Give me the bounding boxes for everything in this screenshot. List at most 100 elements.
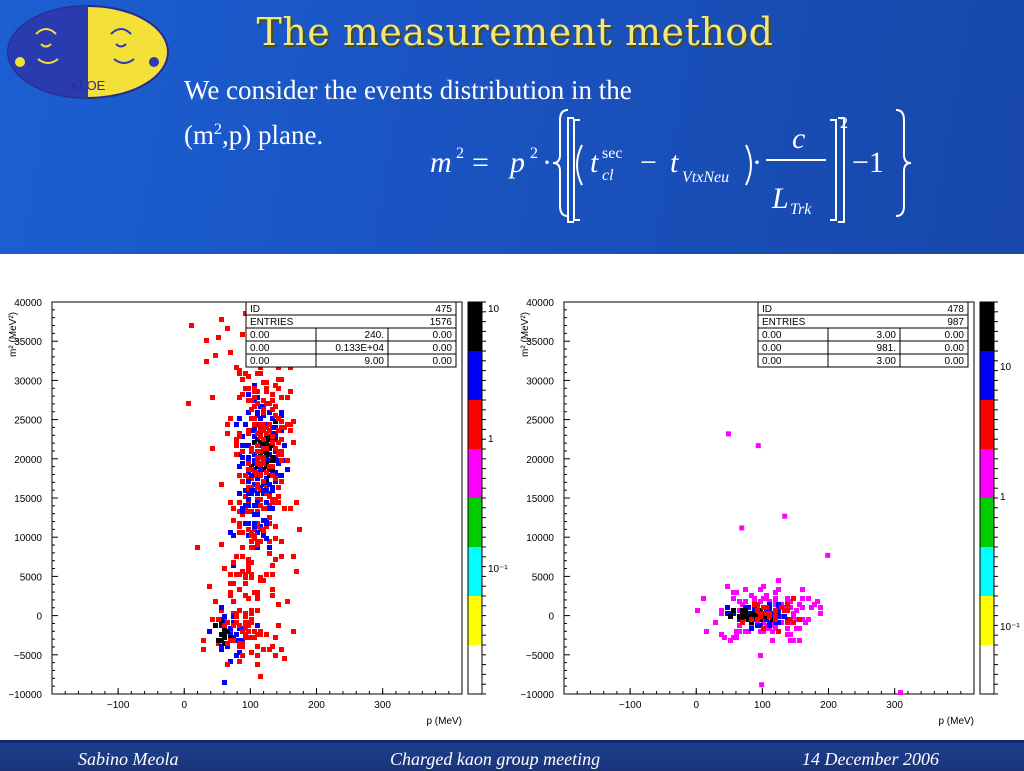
data-cell bbox=[264, 461, 269, 466]
data-cell bbox=[276, 458, 281, 463]
y-tick-label: −10000 bbox=[520, 690, 554, 701]
data-cell bbox=[225, 629, 230, 634]
data-cell bbox=[264, 389, 269, 394]
data-cell bbox=[285, 467, 290, 472]
svg-text:·: · bbox=[752, 146, 762, 179]
data-cell bbox=[243, 386, 248, 391]
data-cell bbox=[234, 554, 239, 559]
data-cell bbox=[273, 455, 278, 460]
intro-rest: ,p) plane. bbox=[222, 120, 324, 150]
data-cell bbox=[276, 452, 281, 457]
data-cell bbox=[237, 641, 242, 646]
data-cell bbox=[785, 608, 790, 613]
data-cell bbox=[255, 590, 260, 595]
data-cell bbox=[237, 500, 242, 505]
data-cell bbox=[800, 617, 805, 622]
data-cell bbox=[243, 632, 248, 637]
data-cell bbox=[228, 500, 233, 505]
data-cell bbox=[785, 605, 790, 610]
data-cell bbox=[240, 653, 245, 658]
data-cell bbox=[258, 539, 263, 544]
data-cell bbox=[270, 497, 275, 502]
data-cell bbox=[270, 485, 275, 490]
stats-cell: 0.00 bbox=[250, 356, 270, 367]
data-cell bbox=[255, 485, 260, 490]
data-cell bbox=[758, 653, 763, 658]
data-cell bbox=[219, 605, 224, 610]
data-cell bbox=[264, 437, 269, 442]
data-cell bbox=[258, 527, 263, 532]
data-cell bbox=[237, 530, 242, 535]
data-cell bbox=[246, 428, 251, 433]
data-cell bbox=[255, 644, 260, 649]
data-cell bbox=[246, 470, 251, 475]
data-cell bbox=[225, 644, 230, 649]
data-cell bbox=[261, 530, 266, 535]
palette-segment bbox=[980, 351, 994, 400]
y-tick-label: 20000 bbox=[14, 455, 42, 466]
data-cell bbox=[767, 611, 772, 616]
data-cell bbox=[776, 578, 781, 583]
svg-text:cl: cl bbox=[602, 167, 614, 184]
data-cell bbox=[189, 323, 194, 328]
data-cell bbox=[270, 440, 275, 445]
stats-box: ID 475 ENTRIES 1576 0.00 240. 0.00 0.00 0.133E+0… bbox=[245, 301, 457, 368]
data-cell bbox=[249, 446, 254, 451]
data-cell bbox=[255, 500, 260, 505]
data-cell bbox=[255, 473, 260, 478]
data-cell bbox=[243, 593, 248, 598]
data-cell bbox=[270, 593, 275, 598]
stats-frame bbox=[245, 301, 457, 368]
data-cell bbox=[291, 554, 296, 559]
svg-text:−1: −1 bbox=[852, 146, 884, 179]
data-cell bbox=[270, 425, 275, 430]
data-cell bbox=[234, 638, 239, 643]
data-cell bbox=[267, 401, 272, 406]
data-cell bbox=[815, 599, 820, 604]
svg-text:·: · bbox=[542, 146, 552, 179]
data-cell bbox=[258, 575, 263, 580]
data-cell bbox=[267, 437, 272, 442]
data-cell bbox=[288, 506, 293, 511]
stats-cell: 0.00 bbox=[762, 343, 782, 354]
data-cell bbox=[788, 632, 793, 637]
data-cell bbox=[249, 509, 254, 514]
data-cell bbox=[246, 467, 251, 472]
data-cell bbox=[252, 425, 257, 430]
m2-vs-p-plot-right: 4000035000300002500020000150001000050000… bbox=[520, 298, 1020, 727]
data-cell bbox=[255, 410, 260, 415]
data-cell bbox=[773, 602, 778, 607]
data-cell bbox=[264, 431, 269, 436]
data-cell bbox=[234, 611, 239, 616]
data-cell bbox=[279, 413, 284, 418]
data-cell bbox=[252, 473, 257, 478]
data-cell bbox=[255, 401, 260, 406]
data-cell bbox=[267, 494, 272, 499]
data-cell bbox=[264, 434, 269, 439]
x-axis-label: p (MeV) bbox=[426, 716, 462, 727]
data-cell bbox=[264, 518, 269, 523]
data-cell bbox=[279, 452, 284, 457]
data-cell bbox=[276, 485, 281, 490]
data-cell bbox=[767, 626, 772, 631]
data-cell bbox=[246, 596, 251, 601]
data-cell bbox=[758, 587, 763, 592]
data-cell bbox=[273, 458, 278, 463]
data-cell bbox=[267, 473, 272, 478]
data-cell bbox=[270, 488, 275, 493]
data-cell bbox=[261, 425, 266, 430]
data-cell bbox=[261, 527, 266, 532]
palette-label: 10⁻¹ bbox=[488, 564, 508, 575]
data-cell bbox=[240, 530, 245, 535]
data-cell bbox=[270, 407, 275, 412]
data-cell bbox=[228, 593, 233, 598]
data-cell bbox=[264, 476, 269, 481]
data-cell bbox=[228, 572, 233, 577]
y-axis-label: m² (MeV²) bbox=[520, 312, 531, 357]
stats-cell: 3.00 bbox=[877, 330, 897, 341]
data-cell bbox=[255, 539, 260, 544]
data-cell bbox=[252, 527, 257, 532]
data-cell bbox=[228, 632, 233, 637]
stats-cell: 0.133E+04 bbox=[335, 343, 384, 354]
palette-segment bbox=[980, 400, 994, 449]
